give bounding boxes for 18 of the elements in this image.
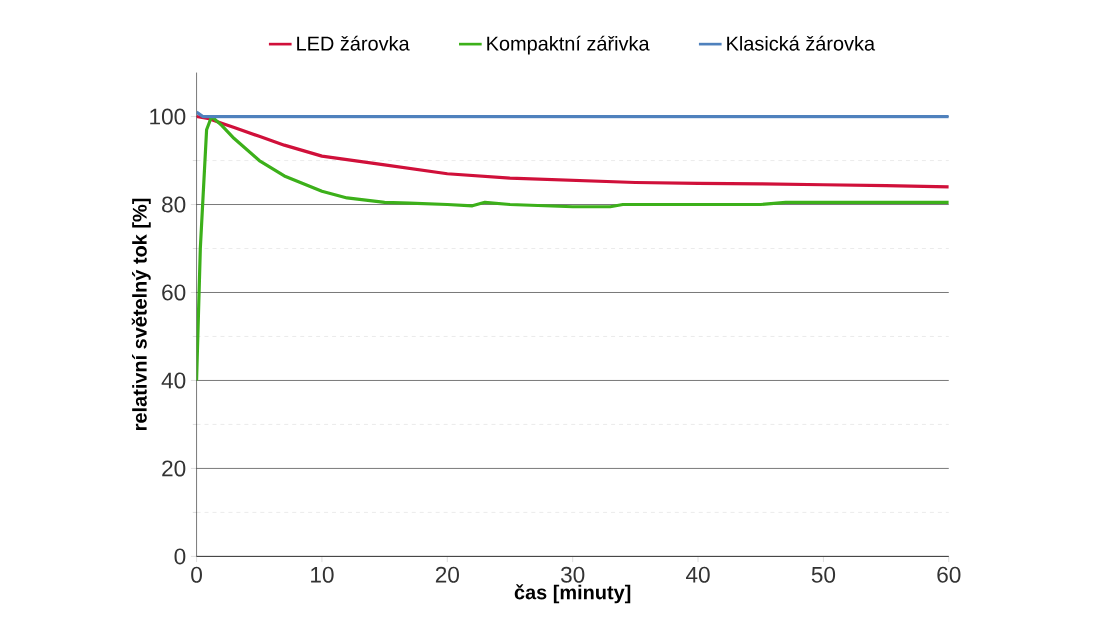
x-tick-label: 10	[311, 566, 334, 583]
x-tick-label: 40	[686, 566, 710, 583]
y-axis-title: relativní světelný tok [%]	[131, 198, 151, 431]
y-tick-label: 100	[150, 108, 186, 125]
x-tick-label: 0	[191, 566, 202, 583]
legend-label: Kompaktní zářivka	[487, 35, 650, 55]
x-tick-label: 50	[811, 566, 836, 583]
y-tick-label: 40	[161, 372, 186, 389]
y-tick-label: 0	[174, 548, 186, 565]
y-tick-label: 60	[162, 284, 186, 301]
legend-label: LED žárovka	[297, 35, 410, 51]
x-tick-label: 20	[435, 566, 459, 583]
x-axis-title: čas [minuty]	[514, 584, 631, 604]
x-tick-label: 60	[937, 566, 961, 583]
legend-label: Klasická žárovka	[727, 35, 876, 51]
y-tick-label: 80	[162, 196, 186, 213]
x-tick-label: 30	[560, 566, 585, 583]
y-tick-label: 20	[162, 460, 186, 477]
